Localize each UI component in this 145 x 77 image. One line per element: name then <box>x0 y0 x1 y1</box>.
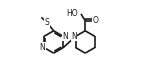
Text: N: N <box>62 32 68 41</box>
Text: HO: HO <box>67 9 78 18</box>
Text: N: N <box>71 32 77 41</box>
Text: N: N <box>39 43 45 52</box>
Text: O: O <box>93 16 99 25</box>
Text: S: S <box>45 18 49 27</box>
